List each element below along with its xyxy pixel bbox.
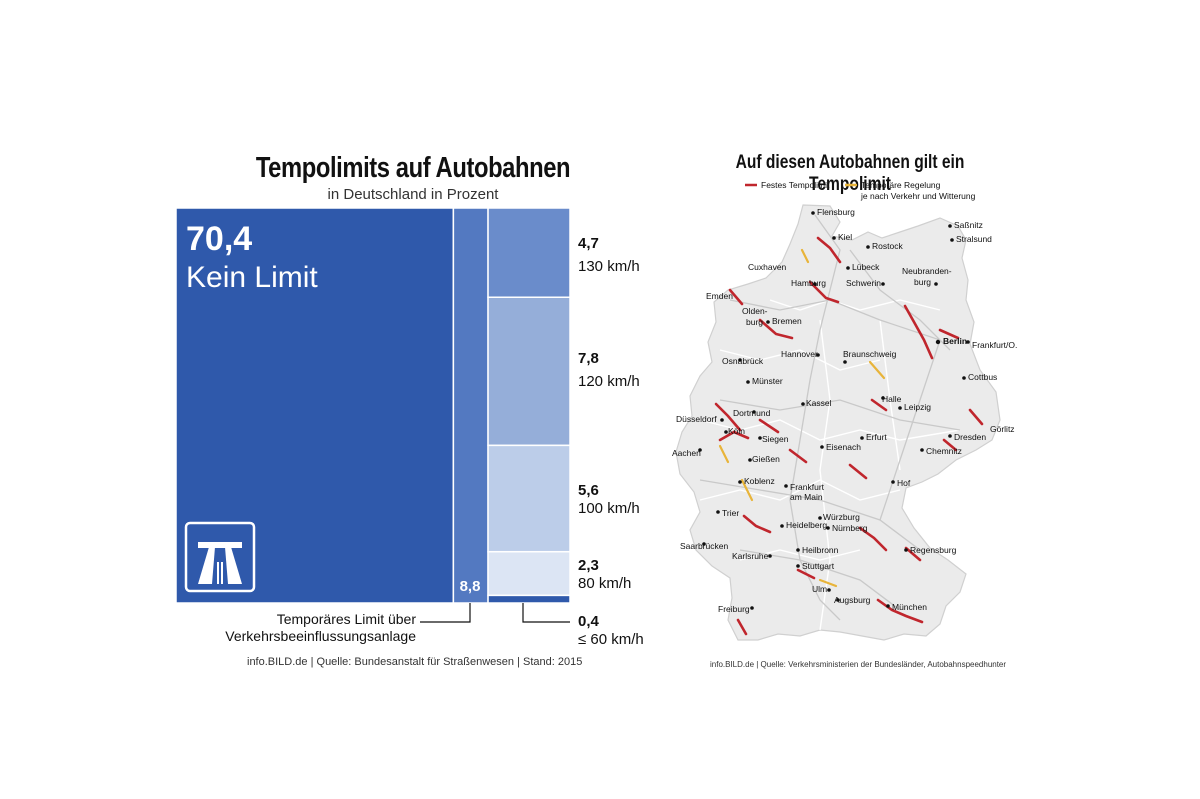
city-koeln: Köln: [728, 426, 745, 436]
treemap-rect-60: [487, 594, 571, 604]
city-frankfurt-2: am Main: [790, 492, 823, 502]
city-dortmund: Dortmund: [733, 408, 771, 418]
city-kiel: Kiel: [838, 232, 852, 242]
connector-60: [522, 603, 570, 623]
autobahn-sign-icon: [184, 521, 256, 593]
category-label-120: 120 km/h: [578, 373, 640, 390]
city-kassel: Kassel: [806, 398, 832, 408]
city-heidelberg: Heidelberg: [786, 520, 827, 530]
city-karlsruhe: Karlsruhe: [732, 551, 769, 561]
city-labels: Flensburg Saßnitz Kiel Stralsund Rostock…: [672, 207, 1017, 614]
city-sassnitz: Saßnitz: [954, 220, 983, 230]
city-cottbus: Cottbus: [968, 372, 997, 382]
legend-temporary-line2: je nach Verkehr und Witterung: [860, 191, 976, 201]
city-muenchen: München: [892, 602, 927, 612]
city-hannover: Hannover: [781, 349, 818, 359]
city-flensburg: Flensburg: [817, 207, 855, 217]
city-wuerzburg: Würzburg: [823, 512, 860, 522]
legend-temporary-line1: Temporäre Regelung: [861, 180, 941, 190]
city-siegen: Siegen: [762, 434, 789, 444]
chart-source: info.BILD.de | Quelle: Bundesanstalt für…: [247, 656, 582, 668]
city-braunschweig: Braunschweig: [843, 349, 897, 359]
city-duesseldorf: Düsseldorf: [676, 414, 717, 424]
legend-fixed-label: Festes Tempolimit: [761, 180, 830, 190]
city-hof: Hof: [897, 478, 911, 488]
value-label-80: 2,3: [578, 557, 599, 574]
city-koblenz: Koblenz: [744, 476, 775, 486]
connector-temp: [420, 603, 471, 623]
city-bremen: Bremen: [772, 316, 802, 326]
city-chemnitz: Chemnitz: [926, 446, 962, 456]
city-dresden: Dresden: [954, 432, 986, 442]
city-berlin: Berlin: [943, 336, 967, 346]
city-cuxhaven: Cuxhaven: [748, 262, 787, 272]
value-label-kein: 70,4: [186, 220, 252, 258]
city-oldenburg-1: Olden-: [742, 306, 768, 316]
annotation-temp-line2: Verkehrsbeeinflussungsanlage: [225, 628, 416, 644]
city-regensburg: Regensburg: [910, 545, 957, 555]
city-aachen: Aachen: [672, 448, 701, 458]
fixed-limit-segments: [714, 236, 984, 636]
city-nuernberg: Nürnberg: [832, 523, 868, 533]
category-label-60: ≤ 60 km/h: [578, 631, 644, 648]
city-rostock: Rostock: [872, 241, 903, 251]
city-leipzig: Leipzig: [904, 402, 931, 412]
city-neubrandenburg-2: burg: [914, 277, 931, 287]
city-emden: Emden: [706, 291, 733, 301]
city-stuttgart: Stuttgart: [802, 561, 835, 571]
city-muenster: Münster: [752, 376, 783, 386]
chart-subtitle: in Deutschland in Prozent: [327, 186, 499, 203]
city-ulm: Ulm: [812, 584, 827, 594]
city-hamburg: Hamburg: [791, 278, 826, 288]
city-luebeck: Lübeck: [852, 262, 880, 272]
annotation-temp-line1: Temporäres Limit über: [277, 611, 417, 627]
city-trier: Trier: [722, 508, 739, 518]
city-giessen: Gießen: [752, 454, 780, 464]
city-saarbruecken: Saarbrücken: [680, 541, 728, 551]
map-source: info.BILD.de | Quelle: Verkehrsministeri…: [710, 660, 1006, 669]
city-eisenach: Eisenach: [826, 442, 861, 452]
city-frankfurt-1: Frankfurt: [790, 482, 825, 492]
city-stralsund: Stralsund: [956, 234, 992, 244]
city-frankfurt-oder: Frankfurt/O.: [972, 340, 1017, 350]
city-augsburg: Augsburg: [834, 595, 871, 605]
city-freiburg: Freiburg: [718, 604, 750, 614]
value-label-130: 4,7: [578, 235, 599, 252]
germany-outline: [675, 204, 1001, 641]
city-halle: Halle: [882, 394, 902, 404]
category-label-kein: Kein Limit: [186, 261, 318, 294]
category-label-80: 80 km/h: [578, 575, 631, 592]
city-heilbronn: Heilbronn: [802, 545, 839, 555]
value-label-60: 0,4: [578, 613, 600, 630]
city-neubrandenburg-1: Neubranden-: [902, 266, 952, 276]
value-label-temp: 8,8: [460, 578, 481, 595]
category-label-130: 130 km/h: [578, 258, 640, 275]
category-label-100: 100 km/h: [578, 500, 640, 517]
city-erfurt: Erfurt: [866, 432, 887, 442]
value-label-120: 7,8: [578, 350, 599, 367]
city-osnabrueck: Osnabrück: [722, 356, 764, 366]
city-dots: [698, 211, 970, 610]
city-oldenburg-2: burg: [746, 317, 763, 327]
temporary-limit-segments: [718, 248, 886, 588]
city-goerlitz: Görlitz: [990, 424, 1015, 434]
map-legend: Festes Tempolimit Temporäre Regelung je …: [745, 180, 976, 201]
city-schwerin: Schwerin: [846, 278, 881, 288]
chart-title: Tempolimits auf Autobahnen: [255, 152, 571, 184]
value-label-100: 5,6: [578, 482, 599, 499]
